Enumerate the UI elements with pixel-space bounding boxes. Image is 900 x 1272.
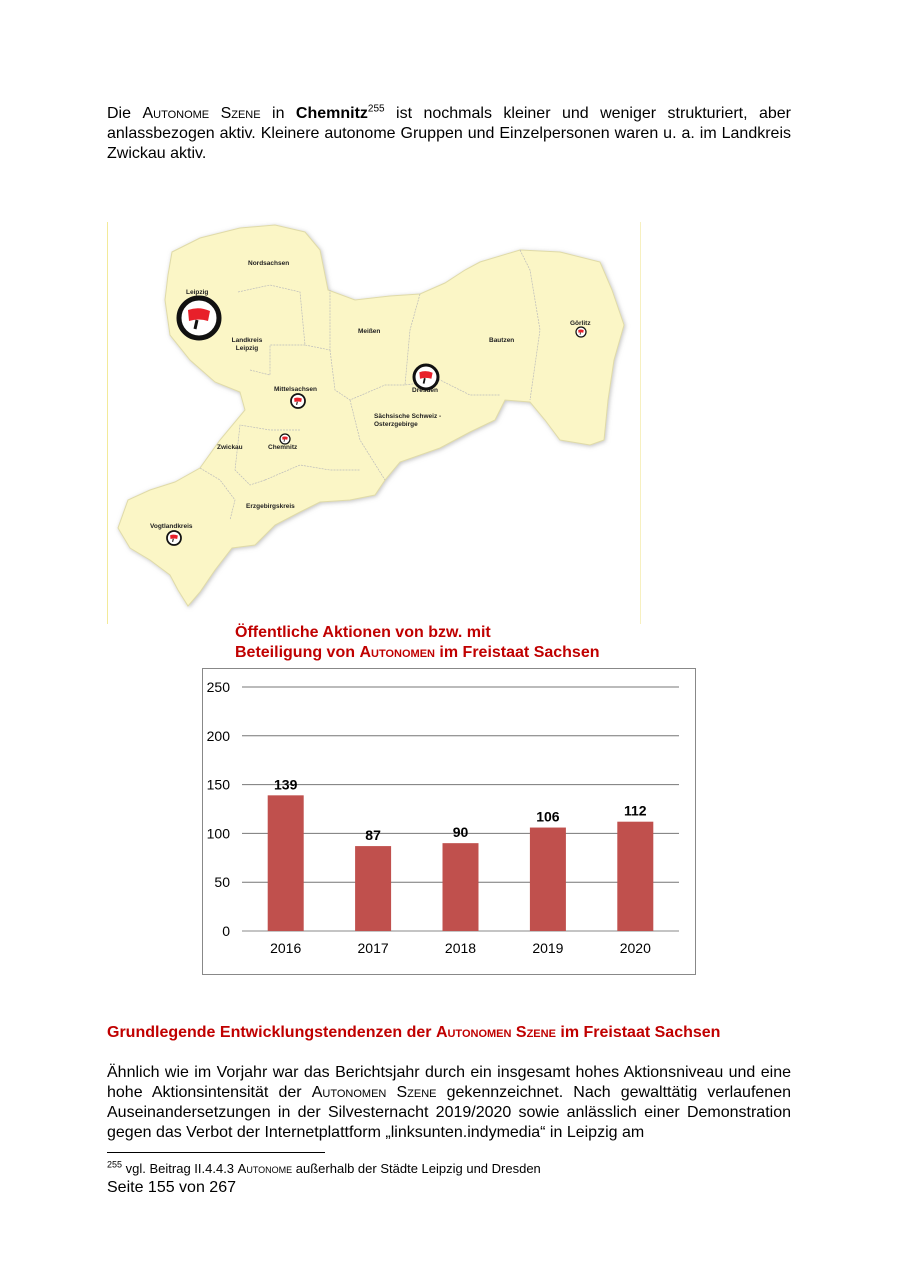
text: Grundlegende Entwicklungstendenzen der [107, 1024, 436, 1041]
footnote-number: 255 [107, 1159, 123, 1170]
label-landkreis-leipzig: Landkreis Leipzig [231, 337, 263, 352]
data-label: 106 [536, 809, 560, 825]
bar [267, 795, 304, 931]
label-chemnitz: Chemnitz [268, 444, 298, 451]
bar-chart-plot: 0 50 100 150 200 250 139 2016 87 2017 90 2018 106 201… [207, 679, 679, 956]
text: vgl. Beitrag II.4.4.3 [122, 1161, 238, 1176]
antifa-flag-icon [279, 433, 291, 445]
text: im Freistaat Sachsen [555, 1024, 721, 1041]
text: Autonomen [359, 644, 435, 661]
text: gekennzeichnet. Nach gewalttätig verlauf… [107, 1084, 791, 1141]
saxony-outline [117, 224, 625, 607]
label-zwickau: Zwickau [217, 444, 243, 451]
data-label: 87 [365, 827, 381, 843]
text: Autonome [237, 1161, 293, 1176]
y-tick-label: 0 [222, 923, 230, 939]
text: Autonomen Szene [311, 1084, 437, 1101]
antifa-flag-icon [166, 530, 182, 546]
x-tick-label: 2016 [270, 940, 301, 956]
footnote-separator [107, 1152, 325, 1153]
text: Autonomen Szene [435, 1024, 556, 1041]
label-leipzig: Leipzig [186, 289, 209, 296]
label-erzgebirgskreis: Erzgebirgskreis [246, 503, 295, 510]
text: in [260, 105, 296, 122]
bar [617, 821, 654, 931]
text: Autonome Szene [142, 105, 261, 122]
x-tick-label: 2018 [445, 940, 476, 956]
label-dresden: Dresden [412, 387, 439, 394]
bar [529, 827, 566, 931]
map-shape [117, 224, 625, 607]
chart-title-line: Beteiligung von Autonomen im Freistaat S… [235, 643, 600, 663]
data-label: 139 [274, 776, 298, 792]
label-vogtlandkreis: Vogtlandkreis [150, 523, 193, 530]
label-goerlitz: Görlitz [570, 320, 591, 327]
text: Die [107, 105, 143, 122]
antifa-flag-icon [575, 326, 587, 338]
x-tick-label: 2017 [358, 940, 389, 956]
x-tick-label: 2020 [620, 940, 651, 956]
bar [355, 846, 392, 931]
body-paragraph: Ähnlich wie im Vorjahr war das Berichtsj… [107, 1063, 791, 1143]
text: Beteiligung von [235, 644, 360, 661]
y-tick-label: 200 [207, 728, 231, 744]
text: im Freistaat Sachsen [434, 644, 600, 661]
intro-paragraph: Die Autonome Szene in Chemnitz255 ist no… [107, 104, 791, 164]
section-heading: Grundlegende Entwicklungstendenzen der A… [107, 1023, 791, 1043]
antifa-flag-icon [412, 363, 440, 391]
label-saechsische-schweiz: Sächsische Schweiz - Osterzgebirge [374, 413, 442, 428]
bar [442, 843, 479, 931]
text: Ähnlich wie im Vorjahr war das Berichtsj… [107, 1064, 791, 1101]
label-nordsachsen: Nordsachsen [248, 260, 290, 267]
y-tick-label: 250 [207, 679, 231, 695]
text: Chemnitz [295, 105, 368, 122]
footnote-ref[interactable]: 255 [367, 103, 385, 115]
y-tick-label: 50 [214, 874, 230, 890]
label-meissen: Meißen [358, 328, 381, 335]
map-border [107, 222, 108, 624]
district-borders [199, 249, 541, 521]
antifa-flag-icon [176, 295, 222, 341]
chart-title-line: Öffentliche Aktionen von bzw. mit [235, 624, 491, 641]
data-label: 112 [624, 803, 647, 819]
label-bautzen: Bautzen [489, 337, 515, 344]
antifa-markers [166, 295, 587, 546]
text: außerhalb der Städte Leipzig und Dresden [292, 1161, 541, 1176]
text: ist nochmals kleiner und weniger struktu… [107, 105, 792, 162]
page-number: Seite 155 von 267 [107, 1179, 236, 1196]
bar-chart [202, 668, 696, 975]
x-tick-label: 2019 [532, 940, 563, 956]
y-tick-label: 100 [207, 825, 231, 841]
y-tick-label: 150 [207, 777, 231, 793]
chart-title: Öffentliche Aktionen von bzw. mit Beteil… [235, 623, 600, 663]
footnote: 255 vgl. Beitrag II.4.4.3 Autonome außer… [107, 1159, 541, 1176]
antifa-flag-icon [290, 393, 306, 409]
data-label: 90 [453, 824, 469, 840]
map-border [640, 222, 641, 624]
label-mittelsachsen: Mittelsachsen [274, 386, 317, 393]
saxony-map: Nordsachsen Leipzig Landkreis Leipzig Me… [107, 222, 641, 624]
